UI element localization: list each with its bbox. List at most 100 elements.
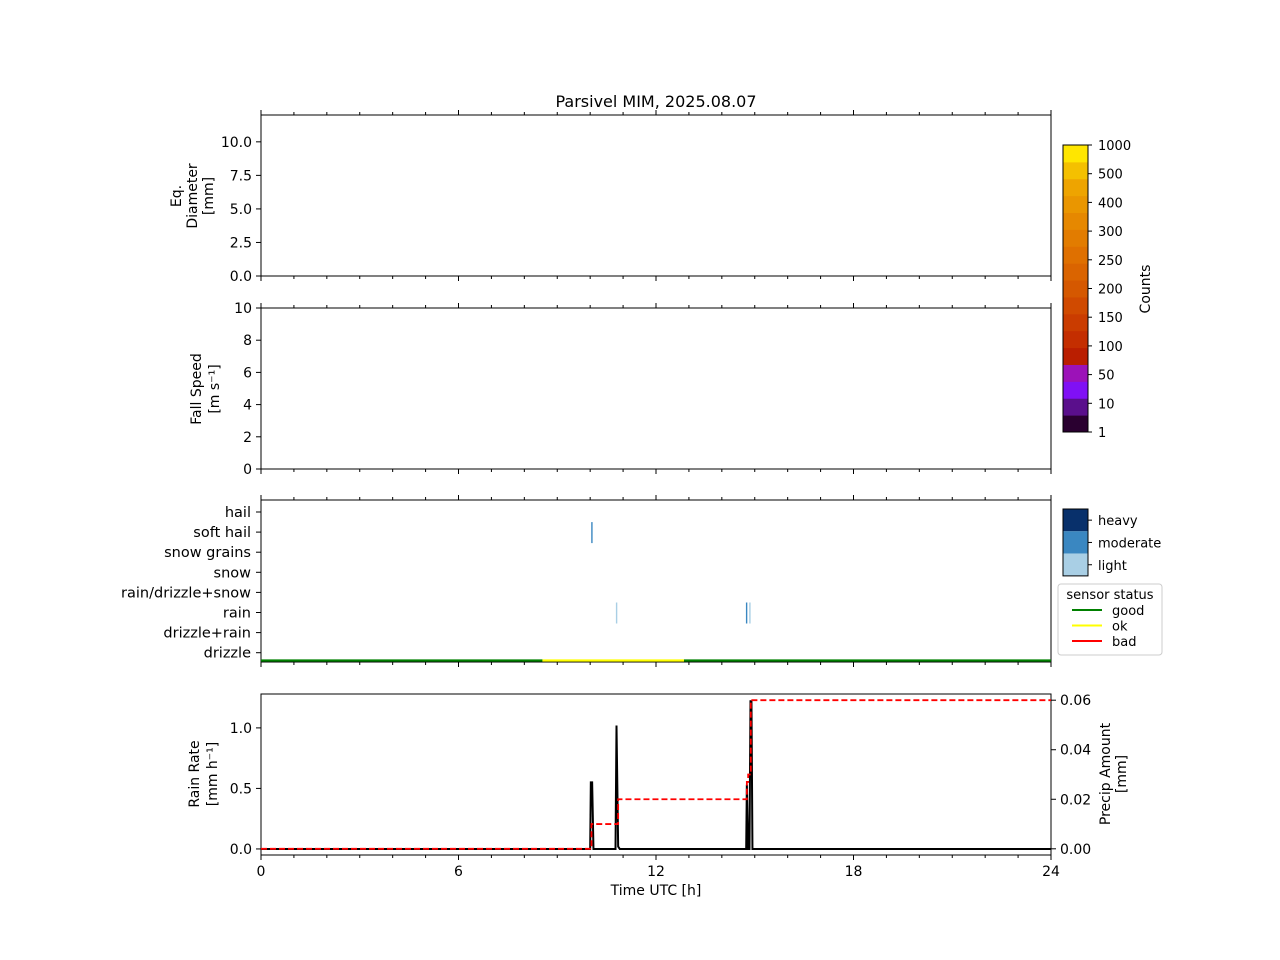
colorbar-tick-label: 400 xyxy=(1098,196,1123,211)
colorbar-segment xyxy=(1063,398,1088,416)
y2-tick-label: 0.00 xyxy=(1060,842,1091,858)
y-tick-label: 0.0 xyxy=(230,842,252,858)
colorbar-tick-label: 100 xyxy=(1098,340,1123,355)
colorbar-segment xyxy=(1063,195,1088,214)
colorbar-segment xyxy=(1063,178,1088,197)
counts-colorbar: Counts 1 10 50 100 150 200 250 300 400 500 1000 xyxy=(1062,139,1154,441)
colorbar-segment xyxy=(1063,229,1088,247)
fallspeed-axes-frame xyxy=(260,307,1052,470)
diameter-panel: Eq. Diameter [mm] 0.0 2.5 5.0 7.5 10.0 xyxy=(169,110,1052,285)
colorbar-segment xyxy=(1063,145,1088,163)
y-tick-label: 1.0 xyxy=(230,721,252,737)
precip-type-event xyxy=(745,602,748,624)
rainrate-ylabel-line1: Rain Rate xyxy=(187,740,203,807)
precip-amount-ylabel-line1: Precip Amount xyxy=(1098,722,1114,825)
fallspeed-ylabel-line1: Fall Speed xyxy=(189,353,205,424)
rainrate-axes-frame xyxy=(260,693,1052,856)
colorbar-segment xyxy=(1063,415,1088,433)
fallspeed-panel: Fall Speed [m s⁻¹] 0 2 4 6 8 10 xyxy=(189,301,1052,478)
intensity-label: moderate xyxy=(1098,536,1161,551)
colorbar-tick-label: 1000 xyxy=(1098,139,1131,154)
precip-amount-ylabel-line2: [mm] xyxy=(1114,755,1130,793)
category-label: snow grains xyxy=(164,545,251,561)
colorbar-tick-label: 50 xyxy=(1098,369,1115,384)
fallspeed-ylabel-line2: [m s⁻¹] xyxy=(207,364,223,413)
y-tick-label: 2.5 xyxy=(230,235,252,251)
y2-tick-label: 0.04 xyxy=(1060,743,1091,759)
rainrate-ylabel-line2: [mm h⁻¹] xyxy=(205,742,221,807)
diameter-ylabel-line2: Diameter xyxy=(185,163,201,229)
colorbar-label: Counts xyxy=(1138,265,1154,314)
diameter-axes-frame xyxy=(260,114,1052,277)
legend-box xyxy=(1057,583,1163,656)
intensity-label: heavy xyxy=(1098,514,1138,529)
colorbar-tick-label: 150 xyxy=(1098,311,1123,326)
intensity-colorbar: heavy moderate light xyxy=(1062,508,1161,577)
category-label: rain/drizzle+snow xyxy=(121,585,251,601)
colorbar-tick-label: 1 xyxy=(1098,426,1106,441)
rainrate-panel: Rain Rate [mm h⁻¹] Precip Amount [mm] Ti… xyxy=(187,693,1130,899)
colorbar-segment xyxy=(1063,263,1088,281)
y-tick-label: 7.5 xyxy=(230,168,252,184)
colorbar-segment xyxy=(1063,330,1088,349)
colorbar-segment xyxy=(1063,347,1088,365)
x-tick-label: 12 xyxy=(647,864,665,880)
intensity-frame xyxy=(1062,508,1089,577)
intensity-swatch xyxy=(1063,553,1088,576)
category-label: drizzle xyxy=(204,646,251,662)
colorbar-segment xyxy=(1063,313,1088,332)
colorbar-tick-label: 500 xyxy=(1098,168,1123,183)
precip-type-event xyxy=(749,602,751,624)
y-tick-label: 10 xyxy=(234,301,252,317)
rain-rate-line xyxy=(261,700,1051,850)
y-tick-label: 0.0 xyxy=(230,269,252,285)
colorbar-tick-label: 300 xyxy=(1098,225,1123,240)
legend-title: sensor status xyxy=(1066,588,1153,603)
category-label: rain xyxy=(223,606,251,622)
colorbar-segment xyxy=(1063,212,1088,230)
diameter-ylabel-line1: Eq. xyxy=(169,185,185,207)
intensity-label: light xyxy=(1098,559,1127,574)
precip-type-event xyxy=(615,602,618,624)
y2-tick-label: 0.02 xyxy=(1060,792,1091,808)
y-tick-label: 0 xyxy=(243,462,252,478)
y-tick-label: 2 xyxy=(243,430,252,446)
colorbar-segment xyxy=(1063,381,1088,399)
x-tick-label: 18 xyxy=(845,864,863,880)
colorbar-segment xyxy=(1063,246,1088,264)
legend-label: bad xyxy=(1112,635,1136,650)
intensity-swatch xyxy=(1063,509,1088,532)
legend-label: ok xyxy=(1112,620,1128,635)
diameter-ylabel: Eq. Diameter [mm] xyxy=(169,163,217,229)
precip-type-axes-frame xyxy=(260,499,1052,663)
precip-type-event xyxy=(591,522,593,544)
fallspeed-ylabel: Fall Speed [m s⁻¹] xyxy=(189,353,223,424)
precip-amount-line xyxy=(261,699,1051,850)
y-tick-label: 5.0 xyxy=(230,202,252,218)
y-tick-label: 6 xyxy=(243,365,252,381)
rainrate-ylabel: Rain Rate [mm h⁻¹] xyxy=(187,740,221,807)
y-tick-label: 0.5 xyxy=(230,781,252,797)
precip-amount-ylabel: Precip Amount [mm] xyxy=(1098,722,1130,825)
chart-title: Parsivel MIM, 2025.08.07 xyxy=(555,92,756,111)
y2-tick-label: 0.06 xyxy=(1060,693,1091,709)
colorbar-tick-label: 200 xyxy=(1098,283,1123,298)
x-axis-label: Time UTC [h] xyxy=(610,883,702,899)
colorbar-segment xyxy=(1063,161,1088,180)
precip-type-panel: hail soft hail snow grains snow rain/drizzle… xyxy=(121,495,1052,667)
colorbar-segment xyxy=(1063,364,1088,382)
x-tick-label: 0 xyxy=(257,864,266,880)
colorbar-tick-label: 10 xyxy=(1098,397,1115,412)
x-tick-label: 24 xyxy=(1042,864,1060,880)
category-label: hail xyxy=(225,505,251,521)
y-tick-label: 4 xyxy=(243,398,252,414)
category-label: soft hail xyxy=(193,525,251,541)
x-tick-label: 6 xyxy=(454,864,463,880)
legend-label: good xyxy=(1112,604,1144,619)
y-tick-label: 8 xyxy=(243,333,252,349)
diameter-ylabel-line3: [mm] xyxy=(201,177,217,215)
colorbar-segment xyxy=(1063,280,1088,298)
y-tick-label: 10.0 xyxy=(221,135,252,151)
